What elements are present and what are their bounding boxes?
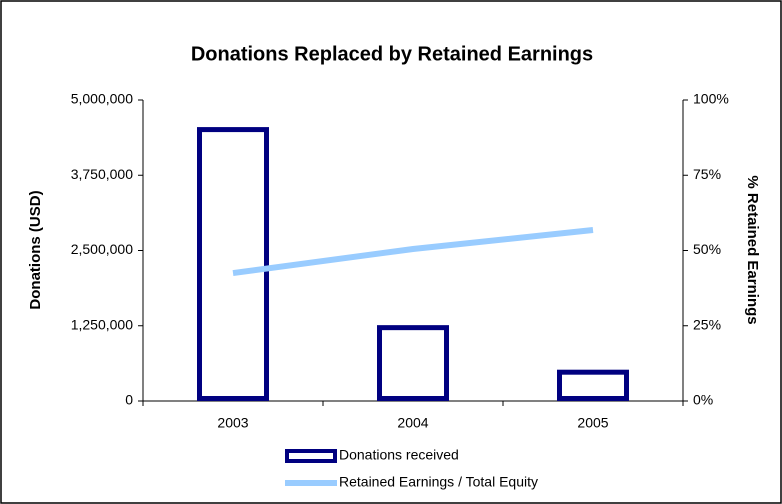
y-tick-label: 5,000,000 (71, 91, 133, 107)
y2-tick-label: 0% (693, 392, 713, 408)
bar (377, 325, 449, 402)
y-axis-title: Donations (USD) (27, 190, 44, 309)
y2-tick-label: 25% (693, 316, 721, 332)
y2-tick-label: 75% (693, 166, 721, 182)
bar (557, 369, 629, 402)
y-tick-label: 1,250,000 (71, 316, 133, 332)
bar (197, 127, 269, 401)
line (232, 227, 594, 277)
legend-label: Donations received (339, 447, 459, 463)
x-tick-label: 2004 (397, 415, 428, 431)
x-tick-label: 2005 (577, 415, 608, 431)
legend-swatch (285, 449, 337, 463)
y2-axis-title: % Retained Earnings (744, 175, 761, 324)
y-tick-label: 3,750,000 (71, 166, 133, 182)
y2-tick-label: 100% (693, 91, 729, 107)
chart-title: Donations Replaced by Retained Earnings (191, 43, 593, 65)
y-tick-label: 2,500,000 (71, 241, 133, 257)
y2-tick-label: 50% (693, 241, 721, 257)
x-tick-label: 2003 (217, 415, 248, 431)
y-tick-label: 0 (125, 392, 133, 408)
legend-label: Retained Earnings / Total Equity (339, 474, 538, 490)
